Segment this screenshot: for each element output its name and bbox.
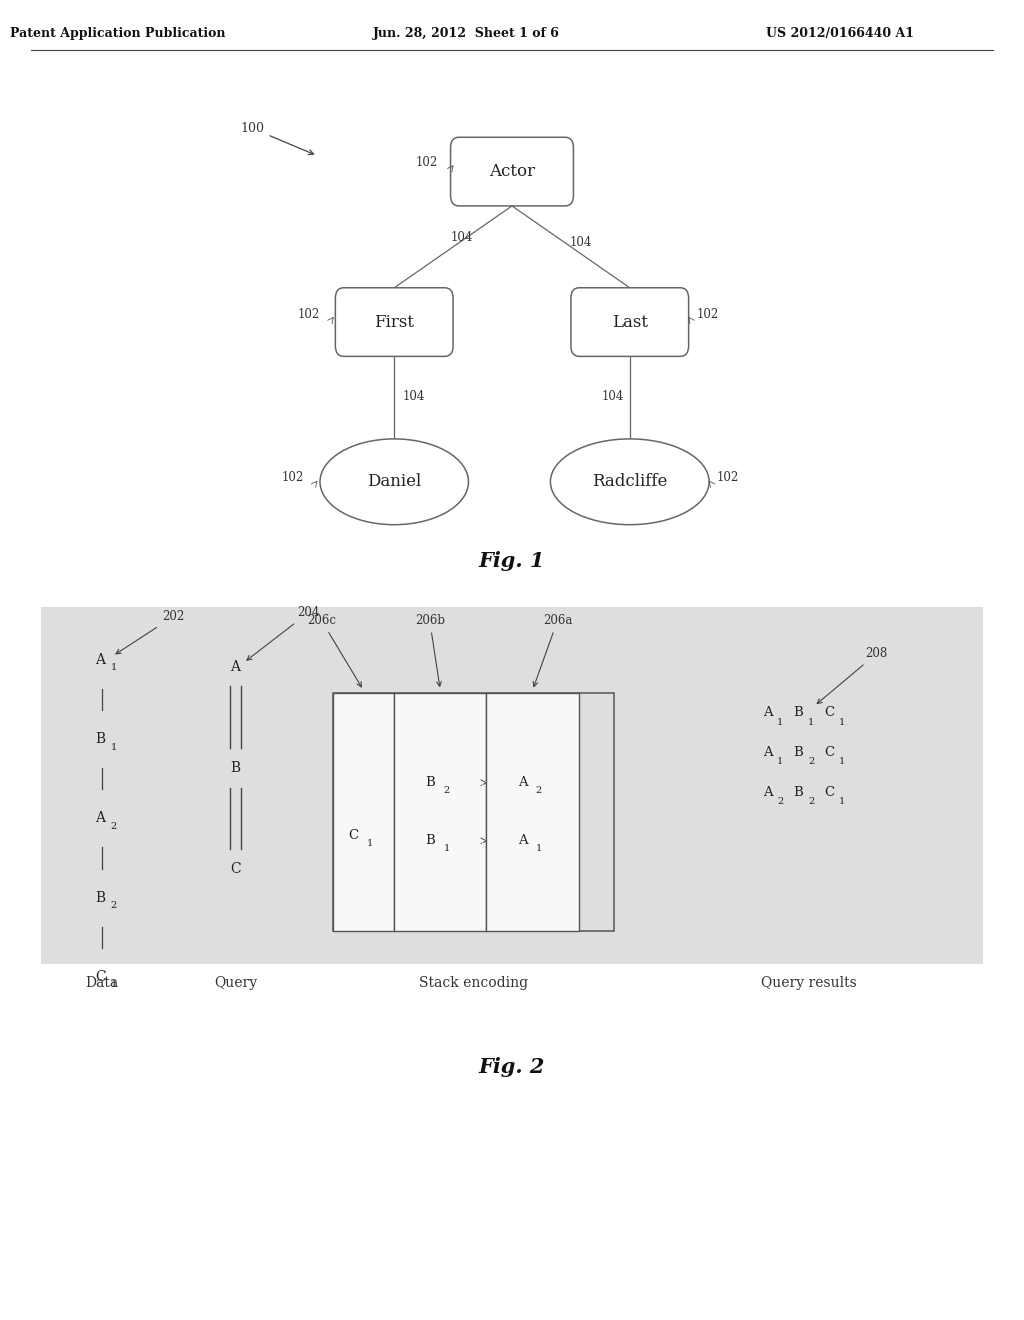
Text: 208: 208 — [817, 647, 888, 704]
Text: B: B — [95, 733, 105, 746]
Text: A: A — [95, 812, 105, 825]
Text: 2: 2 — [536, 787, 542, 795]
Text: 2: 2 — [808, 797, 814, 805]
Text: 206b: 206b — [415, 614, 444, 686]
Text: 104: 104 — [602, 389, 625, 403]
Text: First: First — [374, 314, 415, 330]
Text: 1: 1 — [443, 845, 450, 853]
Text: C: C — [824, 706, 835, 719]
Text: 102: 102 — [416, 156, 438, 169]
Text: A: A — [518, 776, 527, 789]
Text: 1: 1 — [536, 845, 542, 853]
Text: B: B — [95, 891, 105, 904]
Text: 1: 1 — [808, 718, 814, 726]
Text: B: B — [794, 706, 804, 719]
Text: Jun. 28, 2012  Sheet 1 of 6: Jun. 28, 2012 Sheet 1 of 6 — [373, 28, 559, 40]
Text: B: B — [230, 762, 241, 775]
Text: C: C — [95, 970, 105, 983]
Bar — [333, 693, 394, 931]
Text: B: B — [425, 834, 435, 847]
Bar — [486, 693, 579, 931]
Text: 2: 2 — [777, 797, 783, 805]
Text: 1: 1 — [777, 758, 783, 766]
Text: 104: 104 — [402, 389, 425, 403]
Text: 1: 1 — [839, 718, 845, 726]
Text: Query: Query — [214, 977, 257, 990]
Text: A: A — [763, 746, 772, 759]
Text: B: B — [794, 785, 804, 799]
Text: 102: 102 — [297, 308, 319, 321]
Text: Radcliffe: Radcliffe — [592, 474, 668, 490]
Text: Data: Data — [86, 977, 119, 990]
Text: 102: 102 — [696, 308, 719, 321]
Text: US 2012/0166440 A1: US 2012/0166440 A1 — [766, 28, 913, 40]
Text: 1: 1 — [367, 840, 373, 847]
Text: 2: 2 — [111, 902, 117, 909]
Text: 204: 204 — [247, 606, 319, 660]
Text: Fig. 2: Fig. 2 — [479, 1056, 545, 1077]
Text: C: C — [348, 829, 358, 842]
Text: 1: 1 — [111, 981, 117, 989]
Text: A: A — [230, 660, 241, 673]
Text: 1: 1 — [839, 797, 845, 805]
Bar — [333, 693, 614, 931]
Text: Daniel: Daniel — [368, 474, 421, 490]
Bar — [394, 693, 486, 931]
Text: B: B — [425, 776, 435, 789]
FancyBboxPatch shape — [571, 288, 688, 356]
Text: Actor: Actor — [488, 164, 536, 180]
Text: B: B — [794, 746, 804, 759]
Text: 1: 1 — [777, 718, 783, 726]
Text: 1: 1 — [111, 743, 117, 751]
Text: 202: 202 — [116, 610, 184, 653]
Text: A: A — [763, 785, 772, 799]
Text: 102: 102 — [717, 471, 739, 484]
Text: 104: 104 — [451, 231, 473, 244]
Text: 100: 100 — [241, 121, 313, 154]
Text: Query results: Query results — [761, 977, 857, 990]
Text: 2: 2 — [443, 787, 450, 795]
Text: C: C — [824, 785, 835, 799]
Text: Last: Last — [611, 314, 648, 330]
Text: C: C — [824, 746, 835, 759]
Text: 206a: 206a — [534, 614, 572, 686]
Text: Fig. 1: Fig. 1 — [479, 550, 545, 572]
Text: A: A — [763, 706, 772, 719]
FancyBboxPatch shape — [336, 288, 453, 356]
Bar — [41, 607, 983, 964]
Text: C: C — [230, 862, 241, 875]
Ellipse shape — [551, 438, 709, 524]
Text: 104: 104 — [569, 236, 592, 249]
Text: A: A — [95, 653, 105, 667]
Text: Patent Application Publication: Patent Application Publication — [10, 28, 225, 40]
Ellipse shape — [319, 438, 469, 524]
Text: 1: 1 — [111, 664, 117, 672]
Text: 2: 2 — [111, 822, 117, 830]
Text: 1: 1 — [839, 758, 845, 766]
Text: 102: 102 — [282, 471, 304, 484]
FancyBboxPatch shape — [451, 137, 573, 206]
Text: 206c: 206c — [307, 614, 361, 686]
Text: A: A — [518, 834, 527, 847]
Text: 2: 2 — [808, 758, 814, 766]
Text: Stack encoding: Stack encoding — [419, 977, 528, 990]
